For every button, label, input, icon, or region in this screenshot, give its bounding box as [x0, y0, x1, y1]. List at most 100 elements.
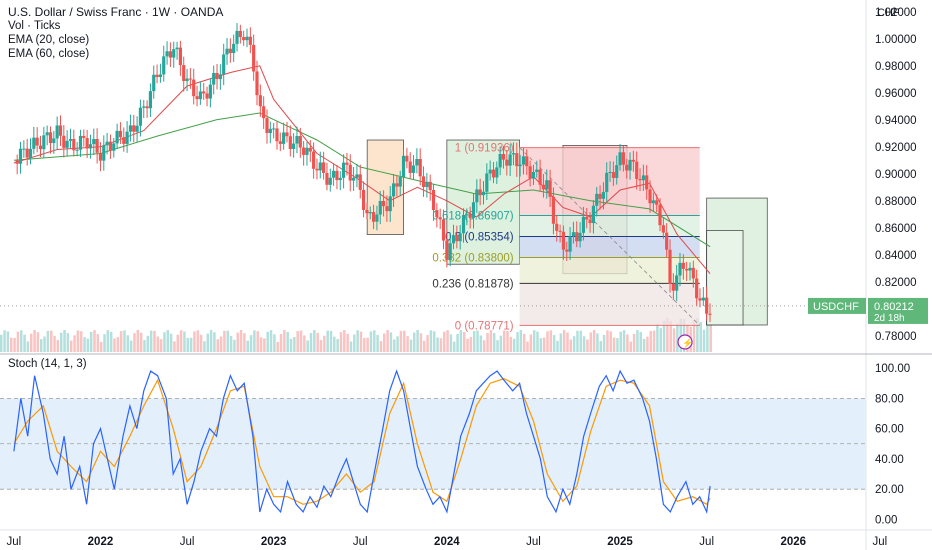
candle-body [325, 172, 329, 185]
candle-body [322, 162, 326, 173]
volume-bar [416, 330, 419, 352]
volume-bar [616, 338, 619, 352]
volume-bar [263, 338, 266, 352]
candle-body [98, 152, 103, 161]
candle-body [465, 214, 469, 216]
lightning-glyph: ⚡ [682, 337, 693, 349]
volume-bar [26, 341, 30, 352]
candle-body [32, 137, 36, 149]
volume-bar [319, 340, 323, 352]
candle-body [175, 47, 179, 50]
candle-body [575, 232, 579, 242]
candle-body [122, 137, 126, 144]
stoch-y-tick-label: 100.00 [875, 363, 910, 375]
volume-bar [79, 331, 83, 352]
candle-body [125, 131, 129, 144]
volume-bar [76, 330, 80, 352]
volume-bar [273, 334, 276, 352]
candle-body [398, 177, 402, 187]
candle-body [421, 176, 426, 188]
fib-zone [519, 257, 700, 284]
candle-body [441, 219, 446, 241]
volume-bar [193, 331, 196, 352]
volume-bar [159, 339, 163, 352]
candle-body [601, 191, 606, 199]
candle-body [275, 128, 279, 142]
candle-body [621, 152, 625, 165]
candle-body [535, 169, 539, 172]
candle-body [445, 240, 449, 260]
volume-bar [396, 336, 399, 352]
candle-body [581, 216, 586, 233]
indicator-ema60[interactable]: EMA (60, close) [8, 48, 90, 60]
candle-body [115, 130, 119, 144]
volume-bar [446, 330, 449, 352]
candle-body [558, 230, 562, 232]
candle-body [202, 91, 206, 94]
candle-body [178, 47, 182, 66]
symbol-badge [808, 297, 866, 314]
stoch-y-tick-label: 0.00 [875, 514, 897, 526]
volume-bar [386, 330, 389, 352]
y-tick-label: 0.90000 [875, 169, 917, 181]
volume-bar [486, 332, 489, 352]
volume-bar [459, 330, 463, 352]
candle-body [172, 49, 176, 58]
fib-level-label: 0 (0.78771) [455, 320, 514, 332]
volume-bar [116, 337, 120, 352]
volume-bar [326, 330, 329, 352]
candle-body [182, 65, 186, 82]
candle-body [82, 135, 86, 139]
stoch-legend[interactable]: Stoch (14, 1, 3) [8, 358, 87, 370]
candle-body [671, 283, 675, 291]
volume-bar [83, 337, 86, 352]
candle-body [308, 147, 312, 152]
candle-body [661, 225, 665, 233]
candle-body [332, 170, 336, 178]
candle-body [38, 145, 43, 150]
candle-body [342, 162, 346, 178]
candle-body [391, 183, 396, 197]
candle-body [598, 193, 602, 199]
volume-bar [309, 333, 313, 352]
candle-body [168, 51, 173, 58]
volume-bar [136, 330, 140, 352]
volume-bar [589, 332, 593, 352]
x-tick-label: Jul [699, 536, 714, 548]
candle-body [348, 164, 352, 181]
volume-bar [393, 339, 396, 352]
candle-body [425, 181, 429, 188]
volume-bar [539, 338, 543, 352]
volume-bar [6, 331, 10, 352]
volume-bar [612, 337, 616, 352]
candle-body [675, 275, 679, 291]
candle-body [18, 148, 23, 164]
volume-bar [676, 323, 679, 352]
candle-body [238, 30, 242, 38]
volume-bar [293, 337, 296, 352]
volume-bar [369, 331, 373, 352]
candle-body [528, 166, 532, 179]
ema20-line [13, 65, 711, 275]
candle-body [158, 74, 163, 78]
volume-bar [0, 334, 3, 352]
volume-bar [409, 339, 413, 352]
volume-bar [599, 340, 603, 352]
candle-body [262, 106, 266, 119]
volume-bar [213, 332, 216, 352]
volume-bar [163, 332, 166, 352]
indicator-volume[interactable]: Vol · Ticks [8, 20, 61, 32]
candle-body [232, 43, 236, 54]
candle-body [618, 152, 622, 166]
candle-body [195, 96, 199, 100]
candle-body [635, 161, 639, 179]
candle-body [401, 155, 406, 178]
indicator-ema20[interactable]: EMA (20, close) [8, 34, 90, 46]
volume-bar [29, 333, 33, 352]
volume-bar [592, 330, 596, 352]
volume-bar [529, 334, 533, 352]
y-tick-label: 0.96000 [875, 88, 917, 100]
candle-body [685, 268, 689, 271]
candle-body [242, 37, 246, 41]
